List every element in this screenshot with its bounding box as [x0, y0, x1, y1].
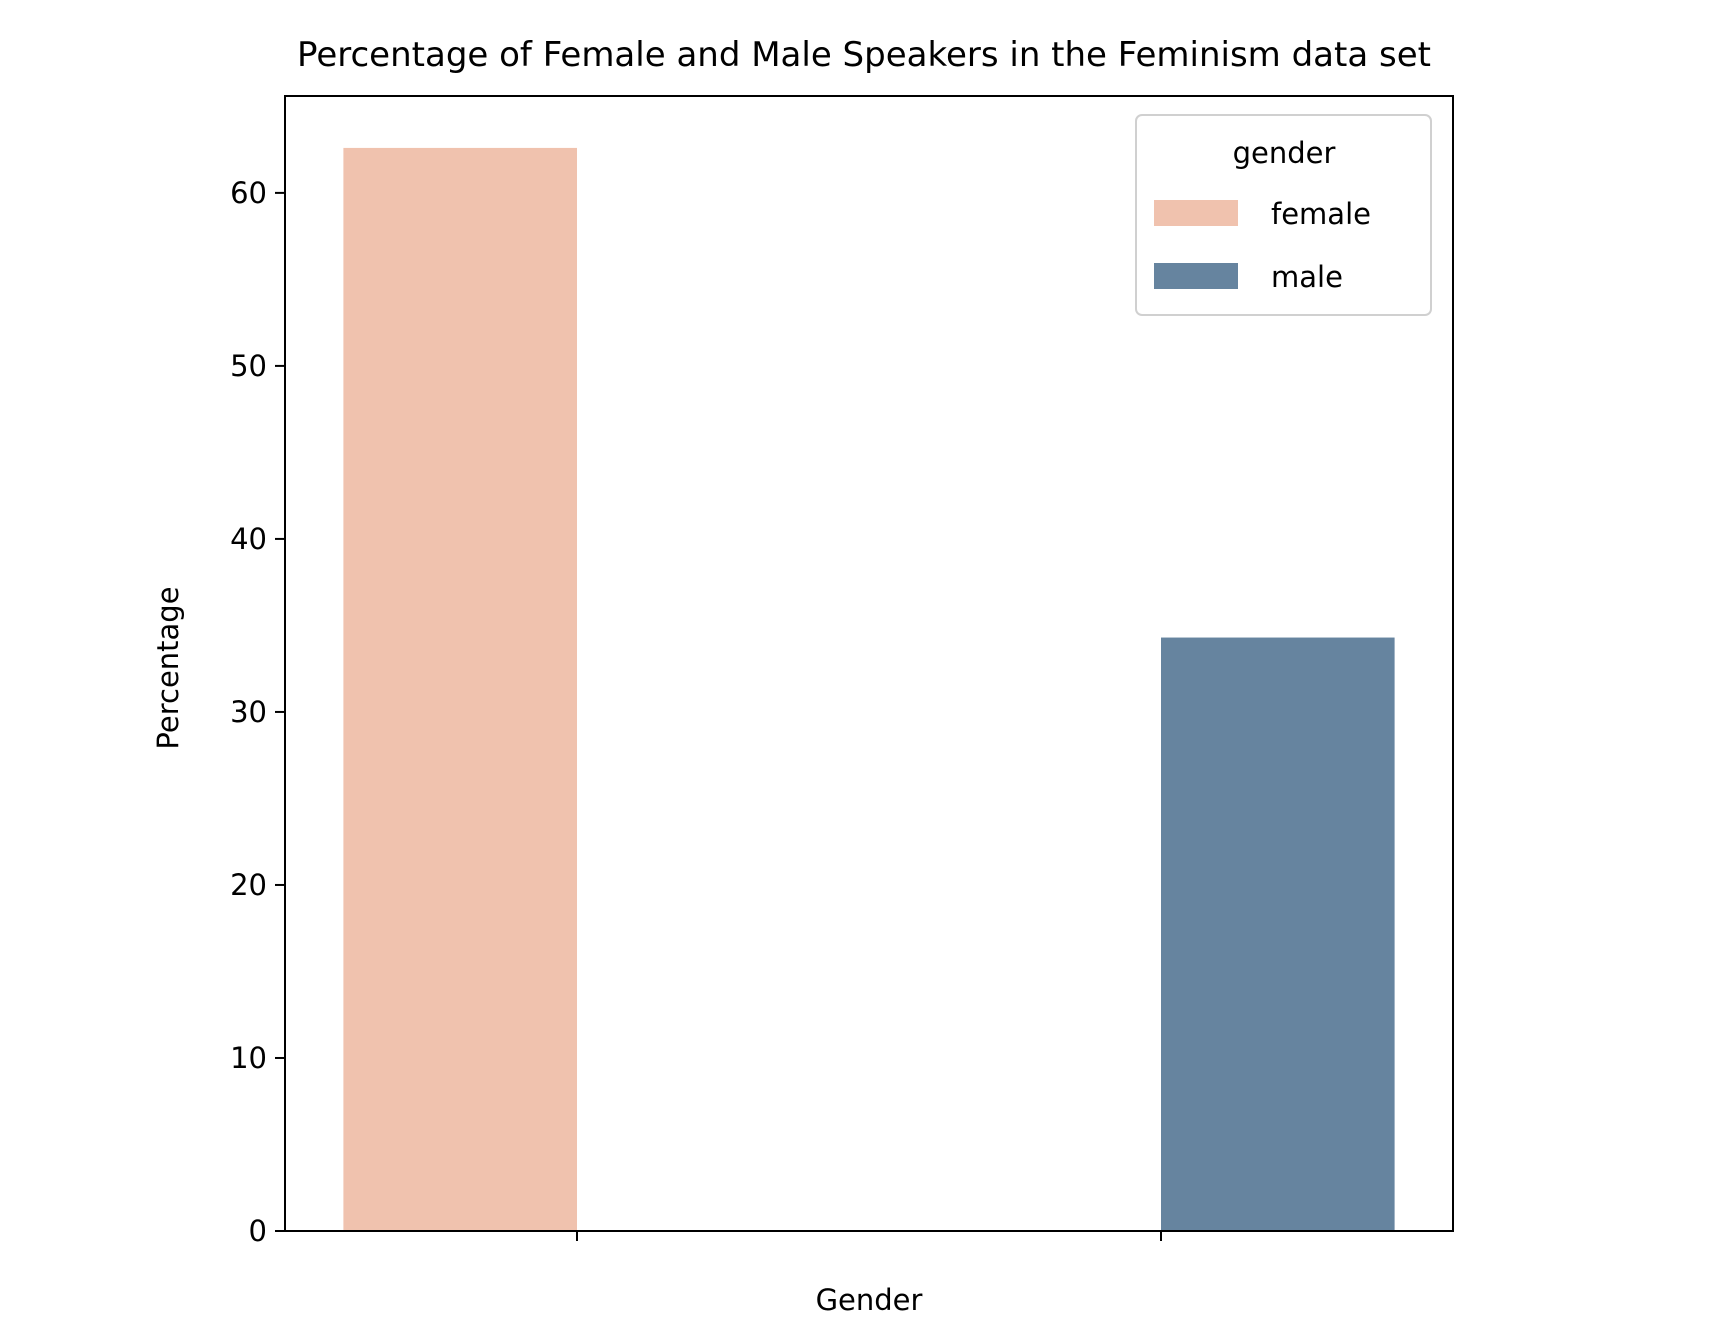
y-tick-label: 60	[230, 176, 267, 210]
legend-swatch-female	[1154, 200, 1238, 226]
legend-label-male: male	[1271, 260, 1343, 294]
bar-male	[1161, 637, 1395, 1231]
plot-frame	[284, 95, 1454, 1232]
y-tick-label: 10	[230, 1041, 267, 1075]
y-tick-label: 40	[230, 522, 267, 556]
y-tick-label: 0	[249, 1214, 267, 1248]
chart-title: Percentage of Female and Male Speakers i…	[297, 35, 1431, 75]
legend-label-female: female	[1271, 197, 1371, 231]
plot-area: 0 10 20 30 40 50 60	[230, 95, 1454, 1248]
y-tick-label: 20	[230, 868, 267, 902]
legend: gender female male	[1135, 114, 1432, 316]
legend-swatch-male	[1154, 263, 1238, 289]
x-axis-label: Gender	[816, 1283, 923, 1317]
y-tick-label: 50	[230, 349, 267, 383]
legend-title: gender	[1233, 136, 1336, 170]
y-axis-label: Percentage	[151, 586, 185, 749]
bar-female	[343, 147, 577, 1231]
y-tick-label: 30	[230, 695, 267, 729]
